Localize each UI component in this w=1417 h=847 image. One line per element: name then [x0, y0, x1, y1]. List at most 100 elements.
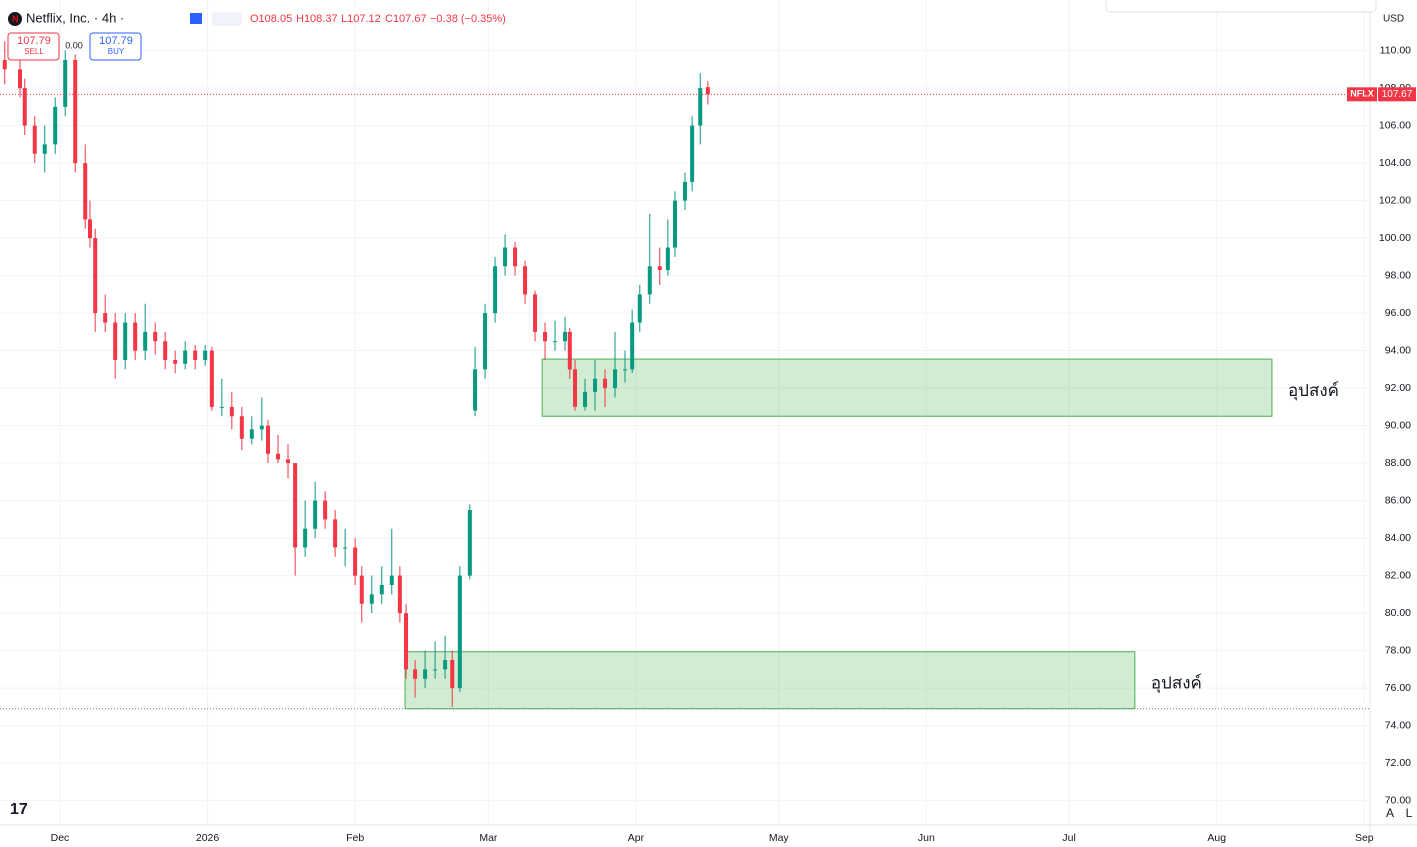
- currency-button[interactable]: [1377, 9, 1414, 29]
- candle-body: [259, 425, 264, 430]
- x-tick-label: Jul: [1062, 832, 1075, 844]
- candle-body: [673, 200, 678, 248]
- candle-body: [698, 88, 703, 126]
- candle-body: [513, 247, 518, 267]
- logo: [8, 12, 22, 26]
- demand-zone: [541, 358, 1273, 417]
- axes: 70.00 72.00 74.00 76.00 78.00 80.00 82.00 84.00…: [0, 44, 1416, 844]
- x-tick-label: Jun: [918, 832, 935, 844]
- y-tick-label: 86.00: [1385, 494, 1411, 506]
- candle-body: [32, 125, 37, 154]
- candle-body: [690, 125, 695, 182]
- y-tick-label: 100.00: [1379, 232, 1411, 244]
- candle-body: [665, 247, 670, 270]
- candle-body: [450, 660, 455, 689]
- candle-body: [573, 369, 578, 407]
- sell-label: SELL: [24, 47, 44, 56]
- toolbar[interactable]: [1105, 0, 1377, 13]
- candle-body: [17, 69, 22, 89]
- buy-button[interactable]: [89, 32, 142, 61]
- candle-body: [637, 294, 642, 323]
- candle-body: [173, 360, 178, 364]
- x-tick-label: Feb: [346, 832, 364, 844]
- y-tick-label: 98.00: [1385, 269, 1411, 281]
- candle-body: [73, 60, 78, 164]
- ohlc-high: H108.37: [296, 13, 338, 25]
- sell-price: 107.79: [17, 35, 51, 47]
- x-tick-label: Mar: [479, 832, 498, 844]
- candle-body: [133, 322, 138, 351]
- grid: [0, 0, 1370, 825]
- tv-logo: 17: [10, 801, 28, 818]
- x-tick-label: Sep: [1355, 832, 1374, 844]
- candle-body: [397, 575, 402, 614]
- candle-body: [433, 669, 438, 671]
- y-tick-label: 72.00: [1385, 757, 1411, 769]
- candles: [2, 41, 710, 707]
- logo-letter: N: [12, 14, 19, 24]
- candle-body: [443, 660, 448, 670]
- candle-body: [249, 429, 254, 439]
- candle-body: [523, 266, 528, 295]
- candle-body: [483, 313, 488, 370]
- candle-body: [647, 266, 652, 295]
- candle-body: [209, 350, 214, 407]
- y-tick-label: 102.00: [1379, 194, 1411, 206]
- auto-scale[interactable]: A: [1386, 806, 1394, 820]
- y-tick-label: 76.00: [1385, 682, 1411, 694]
- candle-body: [83, 163, 88, 220]
- candle-body: [203, 350, 208, 360]
- currency: USD: [1383, 14, 1404, 25]
- candle-body: [313, 500, 318, 529]
- candle-body: [583, 391, 588, 407]
- y-tick-label: 80.00: [1385, 607, 1411, 619]
- candle-body: [563, 331, 568, 342]
- candle-body: [343, 547, 348, 549]
- candle-body: [493, 266, 498, 314]
- x-tick-label: May: [769, 832, 790, 844]
- candle-body: [153, 331, 158, 342]
- spread: 0.00: [65, 40, 83, 50]
- candle-body: [143, 331, 148, 351]
- y-tick-label: 84.00: [1385, 532, 1411, 544]
- candle-body: [103, 313, 108, 323]
- ohlc-change: −0.38 (−0.35%): [430, 13, 506, 25]
- zones: อุปสงค์อุปสงค์: [0, 358, 1370, 710]
- ohlc-low: L107.12: [341, 13, 381, 25]
- candle-body: [359, 575, 364, 604]
- log-scale[interactable]: L: [1406, 806, 1413, 820]
- x-tick-label: Aug: [1207, 832, 1226, 844]
- candle-body: [303, 528, 308, 548]
- candle-body: [613, 369, 618, 389]
- candle-body: [63, 60, 68, 107]
- x-tick-label: 2026: [196, 832, 220, 844]
- zone-label: อุปสงค์: [1288, 381, 1339, 401]
- candle-body: [389, 575, 394, 585]
- symbol: Netflix, Inc. · 4h ·: [26, 10, 124, 25]
- candle-body: [553, 341, 558, 343]
- candle-body: [630, 322, 635, 370]
- candle-body: [193, 350, 198, 360]
- ohlc-open: O108.05: [250, 13, 292, 25]
- candle-body: [113, 322, 118, 360]
- candle-body: [423, 669, 428, 679]
- candle-body: [369, 594, 374, 604]
- y-tick-label: 78.00: [1385, 644, 1411, 656]
- sell-button[interactable]: [7, 32, 60, 61]
- candle-body: [457, 575, 462, 689]
- zone-label: อุปสงค์: [1151, 674, 1202, 694]
- candle-body: [239, 416, 244, 439]
- last-price-tag: [1378, 87, 1416, 102]
- candle-body: [404, 613, 409, 670]
- candle-body: [379, 585, 384, 595]
- candle-body: [293, 463, 298, 548]
- y-tick-label: 104.00: [1379, 157, 1411, 169]
- x-tick-label: Apr: [628, 832, 645, 844]
- y-tick-label: 74.00: [1385, 719, 1411, 731]
- y-tick-label: 90.00: [1385, 419, 1411, 431]
- candle-body: [603, 378, 608, 389]
- candle-body: [229, 406, 234, 417]
- candle-body: [503, 247, 508, 267]
- candle-body: [87, 219, 92, 239]
